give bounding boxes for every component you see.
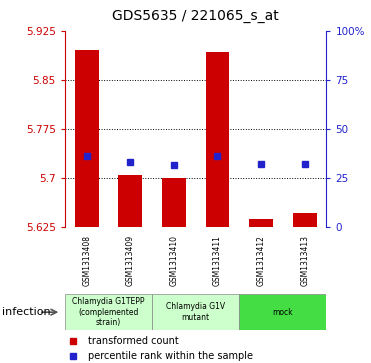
Bar xyxy=(293,212,317,227)
Bar xyxy=(75,50,99,227)
Bar xyxy=(162,178,186,227)
Text: GSM1313408: GSM1313408 xyxy=(82,235,91,286)
Text: percentile rank within the sample: percentile rank within the sample xyxy=(88,351,253,361)
Text: infection: infection xyxy=(2,307,50,317)
Bar xyxy=(65,294,152,330)
Text: mock: mock xyxy=(273,308,293,317)
Text: GSM1313409: GSM1313409 xyxy=(126,235,135,286)
Bar xyxy=(152,294,239,330)
Text: transformed count: transformed count xyxy=(88,336,179,346)
Text: GDS5635 / 221065_s_at: GDS5635 / 221065_s_at xyxy=(112,9,279,23)
Text: GSM1313411: GSM1313411 xyxy=(213,235,222,286)
Bar xyxy=(206,52,230,227)
Text: GSM1313410: GSM1313410 xyxy=(170,235,178,286)
Bar xyxy=(239,294,326,330)
Text: GSM1313412: GSM1313412 xyxy=(257,235,266,286)
Text: GSM1313413: GSM1313413 xyxy=(300,235,309,286)
Text: Chlamydia G1TEPP
(complemented
strain): Chlamydia G1TEPP (complemented strain) xyxy=(72,297,145,327)
Bar xyxy=(118,175,142,227)
Text: Chlamydia G1V
mutant: Chlamydia G1V mutant xyxy=(166,302,225,322)
Bar xyxy=(249,219,273,227)
